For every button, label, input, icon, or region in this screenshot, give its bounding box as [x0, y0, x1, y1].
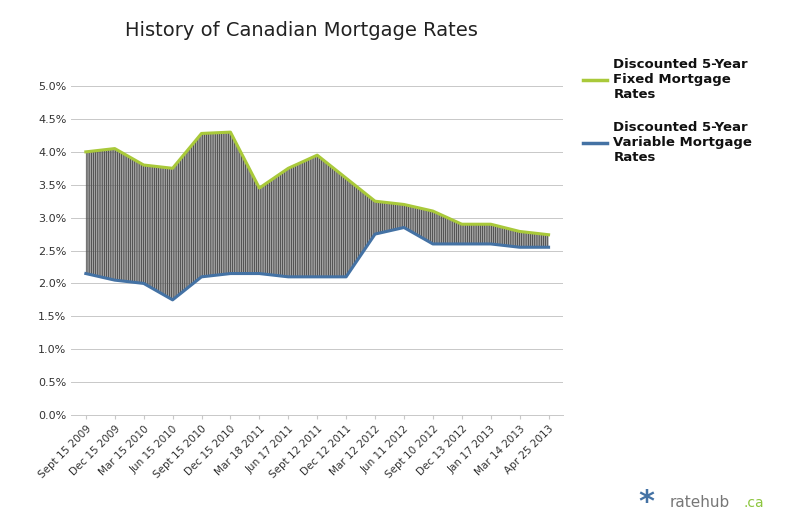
Text: History of Canadian Mortgage Rates: History of Canadian Mortgage Rates — [125, 21, 477, 40]
Legend: Discounted 5-Year
Fixed Mortgage
Rates, Discounted 5-Year
Variable Mortgage
Rate: Discounted 5-Year Fixed Mortgage Rates, … — [578, 53, 757, 170]
Text: ratehub: ratehub — [670, 495, 730, 510]
Text: *: * — [638, 488, 654, 517]
Text: .ca: .ca — [743, 496, 764, 510]
